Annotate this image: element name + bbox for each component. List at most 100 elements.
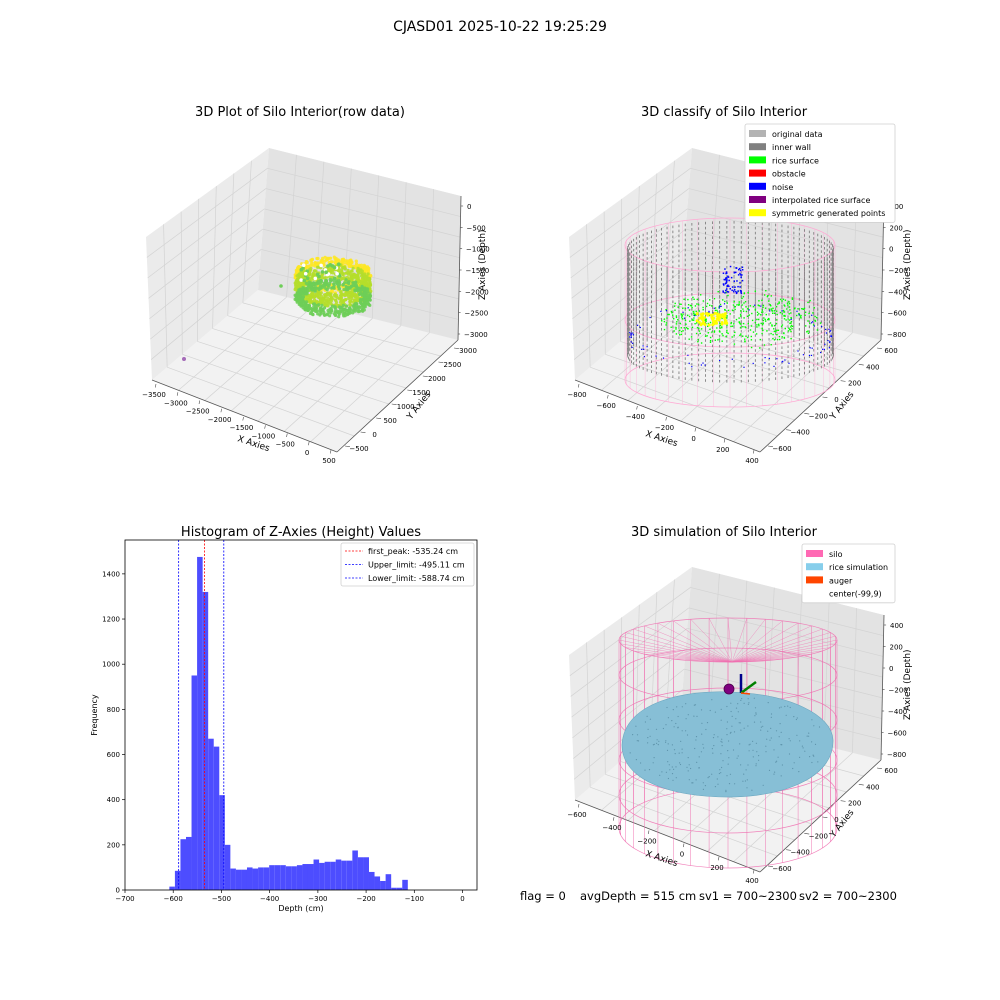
inner-wall-point <box>761 293 763 297</box>
inner-wall-point <box>698 292 700 295</box>
rice-mesh-node <box>696 715 698 718</box>
inner-wall-point <box>719 359 721 363</box>
inner-wall-point <box>712 304 713 308</box>
rice-surface-point <box>705 318 707 320</box>
symmetric-point <box>723 317 727 321</box>
inner-wall-point <box>768 378 770 381</box>
rice-mesh-node <box>676 706 678 708</box>
y-tick-label-mark <box>840 380 846 382</box>
rice-mesh-node <box>666 706 668 709</box>
inner-wall-point <box>719 301 721 304</box>
inner-wall-point <box>833 303 834 306</box>
inner-wall-point <box>832 346 833 350</box>
inner-wall-point <box>655 274 657 277</box>
inner-wall-point <box>826 343 828 347</box>
inner-wall-point <box>631 275 632 279</box>
rice-surface-point <box>714 309 717 312</box>
grid-line <box>650 315 847 373</box>
inner-wall-point <box>768 373 770 376</box>
inner-wall-point <box>661 373 662 376</box>
inner-wall-point <box>698 288 700 292</box>
rice-surface-point <box>681 316 683 318</box>
inner-wall-point <box>678 311 680 314</box>
inner-wall-point <box>793 299 795 302</box>
inner-wall-point <box>754 251 756 255</box>
inner-wall-point <box>655 334 657 337</box>
inner-wall-point <box>655 281 657 285</box>
inner-wall-point <box>698 298 700 302</box>
rice-mesh-node <box>773 749 775 751</box>
noise-point <box>798 314 800 316</box>
x-tick-label-mark <box>753 869 755 874</box>
y-tick-label-mark <box>858 364 864 366</box>
inner-wall-point <box>826 268 828 272</box>
inner-wall-point <box>642 333 644 337</box>
raw-point <box>312 295 316 299</box>
grid-line <box>242 160 252 303</box>
inner-wall-point <box>740 334 742 338</box>
rice-mesh-node <box>720 740 722 742</box>
noise-point <box>729 288 731 290</box>
inner-wall-point <box>781 284 783 288</box>
inner-wall-point <box>672 295 674 299</box>
rice-mesh-node <box>755 713 757 715</box>
inner-wall-point <box>678 239 680 243</box>
inner-wall-point <box>775 273 777 277</box>
inner-wall-point <box>678 291 680 294</box>
rice-surface-point <box>771 325 773 327</box>
inner-wall-point <box>691 228 693 231</box>
inner-wall-point <box>793 349 795 352</box>
grid-line <box>687 208 883 259</box>
inner-wall-point <box>672 265 674 269</box>
inner-wall-point <box>635 279 637 282</box>
inner-wall-point <box>832 286 834 289</box>
rice-surface-point <box>807 301 809 304</box>
inner-wall-point <box>832 301 833 305</box>
inner-wall-point <box>832 249 833 252</box>
noise-point <box>629 331 631 334</box>
histogram-vlines <box>178 540 225 890</box>
rice-surface-point <box>691 326 694 328</box>
inner-wall-point <box>747 286 749 289</box>
inner-wall-point <box>747 374 749 378</box>
rice-surface-point <box>700 328 703 330</box>
inner-wall-point <box>712 281 713 284</box>
inner-wall-point <box>824 349 825 352</box>
rice-surface-point <box>731 336 733 338</box>
noise-point <box>662 357 665 359</box>
rice-mesh-node <box>793 762 795 764</box>
inner-wall-point <box>787 350 789 353</box>
inner-wall-point <box>829 325 830 329</box>
rice-surface-point <box>762 306 764 308</box>
rice-surface-point <box>772 307 774 309</box>
rice-surface-point <box>806 331 808 333</box>
inner-wall-point <box>754 281 756 285</box>
noise-point <box>820 351 822 354</box>
inner-wall-point <box>768 293 770 296</box>
rice-surface-point <box>756 314 759 316</box>
rice-surface-point <box>665 324 667 326</box>
inner-wall-point <box>666 314 668 317</box>
inner-wall-point <box>684 248 686 252</box>
inner-wall-point <box>754 299 756 302</box>
legend-label: rice surface <box>772 156 819 165</box>
raw-point <box>340 259 344 263</box>
inner-wall-point <box>761 302 763 305</box>
rice-mesh-node <box>747 698 749 700</box>
rice-surface-point <box>671 312 673 314</box>
rice-simulation-surface <box>621 691 834 798</box>
raw-point <box>344 278 348 282</box>
rice-surface-point <box>742 296 745 298</box>
grid-line <box>733 752 853 862</box>
rice-mesh-node <box>656 742 658 745</box>
x-tick-label-mark <box>330 449 332 454</box>
rice-mesh-node <box>767 730 769 732</box>
inner-wall-point <box>804 329 805 332</box>
inner-wall-point <box>830 247 832 250</box>
inner-wall-point <box>813 348 815 352</box>
rice-surface-point <box>790 330 792 333</box>
classify-3d-xlabel: X Axies <box>644 429 679 449</box>
inner-wall-point <box>820 245 822 248</box>
inner-wall-point <box>833 333 834 336</box>
inner-wall-point <box>817 333 819 337</box>
